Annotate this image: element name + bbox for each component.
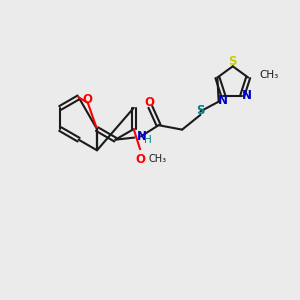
- Text: CH₃: CH₃: [260, 70, 279, 80]
- Text: O: O: [136, 153, 146, 166]
- Text: CH₃: CH₃: [149, 154, 167, 164]
- Text: O: O: [83, 93, 93, 106]
- Text: O: O: [145, 96, 155, 109]
- Text: N: N: [242, 89, 252, 102]
- Text: H: H: [145, 135, 152, 145]
- Text: N: N: [136, 130, 146, 143]
- Text: S: S: [229, 55, 237, 68]
- Text: N: N: [218, 94, 228, 107]
- Text: S: S: [196, 104, 205, 117]
